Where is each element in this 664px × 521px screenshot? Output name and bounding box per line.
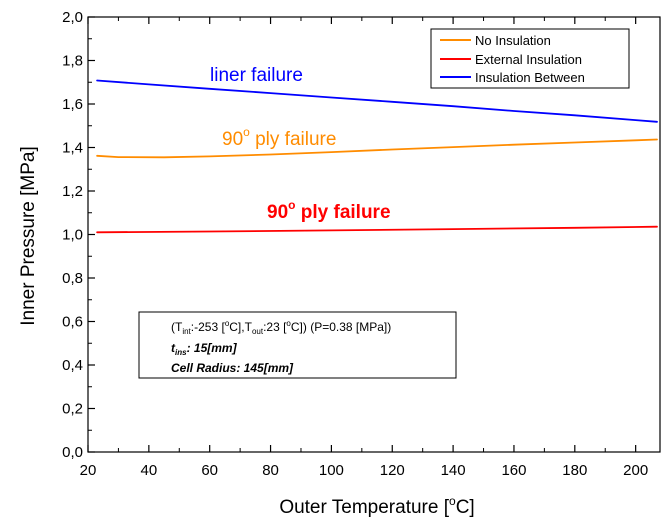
x-tick-label-120: 120 (380, 462, 405, 479)
plot-area (87, 16, 661, 453)
x-tick-label-140: 140 (441, 462, 466, 479)
info-box: (Tint:-253 [oC],Tout:23 [oC]) (P=0.38 [M… (138, 311, 457, 379)
legend-label-insulation-between: Insulation Between (475, 70, 585, 85)
info-box-frame (138, 311, 457, 379)
series-line-insulation-between (96, 79, 658, 123)
series-layer (96, 79, 658, 234)
annotation-90-ply-failure-red: 90o ply failure (267, 198, 391, 223)
x-tick-label-200: 200 (623, 462, 648, 479)
annotation-90-ply-failure-orange: 90o ply failure (222, 125, 336, 150)
x-tick-label-80: 80 (262, 462, 279, 479)
y-tick-label-0,2: 0,2 (62, 401, 83, 418)
ticks (87, 16, 637, 453)
legend: No Insulation External Insulation Insula… (430, 28, 630, 89)
x-tick-label-100: 100 (319, 462, 344, 479)
x-tick-label-20: 20 (80, 462, 97, 479)
series-line-external-insulation (96, 225, 658, 234)
y-tick-label-0,6: 0,6 (62, 314, 83, 331)
y-tick-label-1,0: 1,0 (62, 227, 83, 244)
y-tick-label-1,2: 1,2 (62, 183, 83, 200)
y-axis-title: Inner Pressure [MPa] (18, 146, 39, 326)
series-line-no-insulation (96, 138, 658, 159)
info-cell-radius: Cell Radius: 145[mm] (171, 361, 294, 375)
y-tick-label-1,4: 1,4 (62, 140, 83, 157)
legend-label-external-insulation: External Insulation (475, 52, 582, 67)
legend-label-no-insulation: No Insulation (475, 33, 551, 48)
x-tick-label-180: 180 (562, 462, 587, 479)
x-tick-label-160: 160 (501, 462, 526, 479)
y-tick-label-1,6: 1,6 (62, 96, 83, 113)
info-conditions: (Tint:-253 [oC],Tout:23 [oC]) (P=0.38 [M… (171, 319, 391, 336)
info-insulation-thickness: tins: 15[mm] (171, 341, 238, 357)
y-tick-label-1,8: 1,8 (62, 53, 83, 70)
y-tick-label-0,0: 0,0 (62, 444, 83, 461)
x-tick-label-40: 40 (141, 462, 158, 479)
y-tick-label-0,4: 0,4 (62, 357, 83, 374)
annotation-liner-failure: liner failure (210, 65, 303, 86)
tick-labels: 20 40 60 80 100 120 140 160 180 200 0,0 0,2 0,4 0,6 0,… (62, 9, 648, 479)
x-axis-title: Outer Temperature [oC] (279, 494, 474, 518)
y-tick-label-2,0: 2,0 (62, 9, 83, 26)
y-tick-label-0,8: 0,8 (62, 270, 83, 287)
x-tick-label-60: 60 (201, 462, 218, 479)
